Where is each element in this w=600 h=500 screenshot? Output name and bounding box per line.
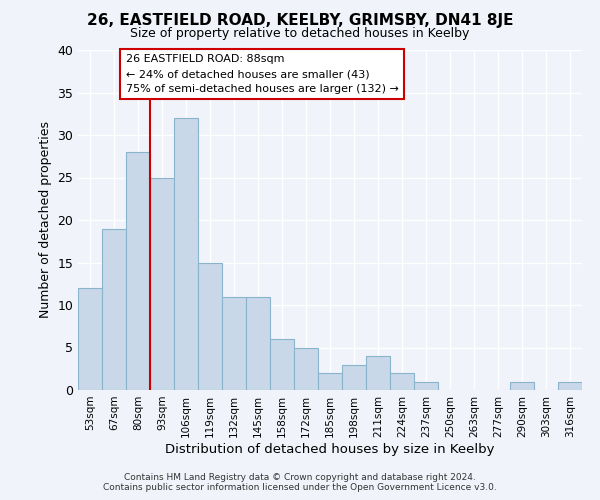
- Bar: [78, 288, 102, 390]
- Text: 26, EASTFIELD ROAD, KEELBY, GRIMSBY, DN41 8JE: 26, EASTFIELD ROAD, KEELBY, GRIMSBY, DN4…: [87, 12, 513, 28]
- Bar: [510, 382, 534, 390]
- X-axis label: Distribution of detached houses by size in Keelby: Distribution of detached houses by size …: [165, 442, 495, 456]
- Bar: [150, 178, 174, 390]
- Bar: [222, 296, 246, 390]
- Bar: [558, 382, 582, 390]
- Bar: [102, 228, 126, 390]
- Y-axis label: Number of detached properties: Number of detached properties: [39, 122, 52, 318]
- Bar: [174, 118, 198, 390]
- Text: 26 EASTFIELD ROAD: 88sqm
← 24% of detached houses are smaller (43)
75% of semi-d: 26 EASTFIELD ROAD: 88sqm ← 24% of detach…: [126, 54, 399, 94]
- Text: Size of property relative to detached houses in Keelby: Size of property relative to detached ho…: [130, 28, 470, 40]
- Bar: [126, 152, 150, 390]
- Bar: [294, 348, 318, 390]
- Bar: [318, 373, 342, 390]
- Bar: [246, 296, 270, 390]
- Bar: [414, 382, 438, 390]
- Bar: [390, 373, 414, 390]
- Bar: [270, 339, 294, 390]
- Text: Contains HM Land Registry data © Crown copyright and database right 2024.
Contai: Contains HM Land Registry data © Crown c…: [103, 473, 497, 492]
- Bar: [366, 356, 390, 390]
- Bar: [342, 364, 366, 390]
- Bar: [198, 262, 222, 390]
